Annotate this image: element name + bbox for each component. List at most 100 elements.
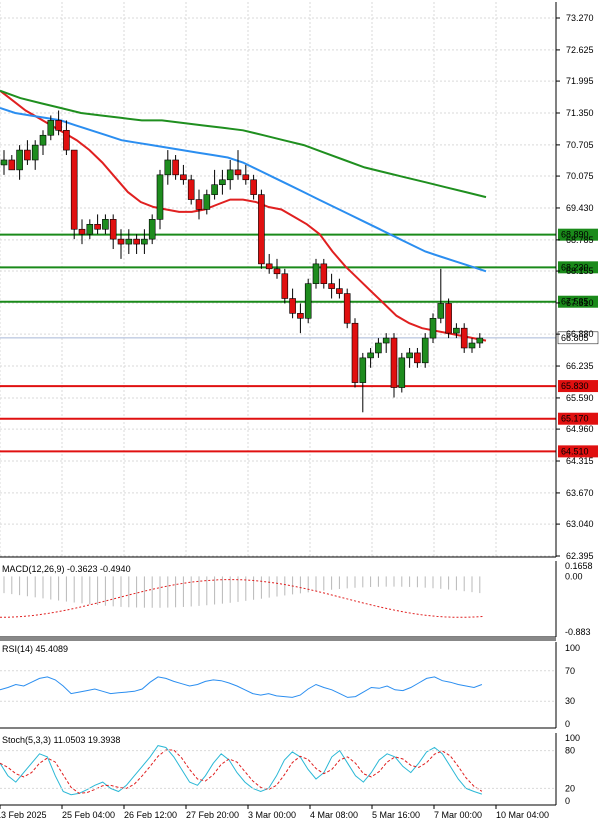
- macd-signal-line: [0, 579, 484, 618]
- candle-body: [102, 219, 109, 230]
- candle-body: [320, 263, 328, 284]
- time-tick-label: 10 Mar 04:00: [496, 810, 549, 820]
- candle-body: [476, 337, 484, 344]
- rsi-tick-label: 70: [565, 666, 575, 676]
- stoch-tick-label: 0: [565, 796, 570, 806]
- candle-body: [289, 298, 296, 314]
- candle-body: [141, 238, 148, 245]
- candle-body: [109, 219, 117, 240]
- level-tag-label: 68.230: [561, 262, 589, 272]
- candle-body: [453, 327, 460, 334]
- level-tag-label: 65.170: [561, 414, 589, 424]
- candle-body: [125, 238, 133, 245]
- price-tick-label: 63.670: [566, 488, 594, 498]
- candle-body: [336, 288, 343, 294]
- price-tick-label: 63.040: [566, 519, 594, 529]
- price-tick-label: 71.995: [566, 76, 594, 86]
- candlesticks: [0, 110, 484, 413]
- candle-body: [187, 179, 195, 200]
- moving-averages: [0, 89, 487, 342]
- price-tick-label: 66.880: [566, 329, 594, 339]
- candle-body: [390, 337, 398, 388]
- price-tick-label: 68.155: [566, 266, 594, 276]
- rsi-tick-label: 30: [565, 696, 575, 706]
- price-tick-label: 62.395: [566, 551, 594, 561]
- candle-body: [343, 293, 351, 324]
- macd-tick-label: -0.883: [565, 627, 591, 637]
- candle-body: [437, 303, 445, 319]
- macd-panel: MACD(12,26,9) -0.3623 -0.4940 0.16580.00…: [0, 561, 593, 637]
- candle-body: [258, 194, 265, 265]
- candle-body: [414, 352, 421, 364]
- horizontal-levels: 68.890 68.230 67.535 65.830 65.170 64.510 66.8…: [0, 228, 599, 458]
- candle-body: [421, 337, 429, 364]
- time-tick-label: 7 Mar 00:00: [434, 810, 482, 820]
- stoch-axis: 100 80 20 0: [0, 733, 580, 806]
- candle-body: [273, 268, 281, 275]
- candle-body: [148, 219, 156, 240]
- candle-body: [328, 283, 335, 289]
- price-tick-label: 64.315: [566, 456, 594, 466]
- candle-body: [16, 149, 23, 171]
- candle-body: [156, 174, 164, 220]
- stoch-panel: Stoch(5,3,3) 11.0503 19.3938 100 80 20 0: [0, 733, 580, 806]
- candle-body: [226, 169, 234, 181]
- time-tick-label: 3 Mar 00:00: [248, 810, 296, 820]
- candle-body: [203, 194, 211, 210]
- candle-body: [164, 159, 172, 176]
- price-tick-label: 68.785: [566, 235, 594, 245]
- macd-tick-label: 0.1658: [565, 561, 593, 571]
- time-tick-label: 26 Feb 12:00: [124, 810, 177, 820]
- macd-histogram: [3, 576, 481, 608]
- macd-label: MACD(12,26,9) -0.3623 -0.4940: [2, 564, 131, 574]
- price-tick-label: 64.960: [566, 424, 594, 434]
- level-tag-label: 67.535: [561, 297, 589, 307]
- macd-tick-label: 0.00: [565, 571, 583, 581]
- candle-body: [406, 352, 413, 359]
- price-tick-label: 66.235: [566, 361, 594, 371]
- stoch-tick-label: 20: [565, 783, 575, 793]
- rsi-tick-label: 0: [565, 719, 570, 729]
- price-tick-label: 70.705: [566, 140, 594, 150]
- candle-body: [429, 317, 437, 339]
- price-axis: 73.270 72.625 71.995 71.350 70.705 70.075 69.4…: [556, 13, 594, 561]
- candle-body: [55, 120, 62, 131]
- candle-body: [250, 179, 257, 195]
- price-tick-label: 72.625: [566, 45, 594, 55]
- moving-average-line: [0, 107, 487, 273]
- candle-body: [0, 159, 8, 166]
- candle-body: [47, 120, 55, 136]
- time-tick-label: 13 Feb 2025: [0, 810, 47, 820]
- rsi-tick-label: 100: [565, 643, 580, 653]
- rsi-line: [0, 676, 483, 698]
- moving-average-line: [0, 89, 487, 199]
- candle-body: [219, 179, 226, 186]
- candle-body: [281, 273, 289, 299]
- stoch-main-line: [0, 745, 483, 796]
- time-tick-label: 5 Mar 16:00: [372, 810, 420, 820]
- current-price-tag: [557, 331, 599, 345]
- candle-body: [172, 159, 179, 176]
- level-tag: [558, 228, 598, 241]
- price-tick-label: 73.270: [566, 13, 594, 23]
- candle-body: [31, 144, 39, 161]
- rsi-axis: 100 70 30 0: [0, 643, 580, 729]
- candle-body: [375, 342, 382, 354]
- price-tick-label: 71.350: [566, 108, 594, 118]
- candle-body: [265, 263, 273, 270]
- candle-body: [86, 223, 94, 235]
- price-tick-label: 67.510: [566, 298, 594, 308]
- candle-body: [351, 322, 359, 383]
- time-axis: 13 Feb 2025 25 Feb 04:00 26 Feb 12:00 27 Fe…: [0, 805, 549, 820]
- rsi-label: RSI(14) 45.4089: [2, 644, 68, 654]
- level-tag: [558, 445, 598, 458]
- stoch-label: Stoch(5,3,3) 11.0503 19.3938: [2, 735, 120, 745]
- candle-body: [234, 169, 242, 176]
- candle-body: [39, 134, 47, 146]
- candle-body: [382, 337, 390, 344]
- candle-body: [78, 228, 86, 235]
- current-price-label: 66.805: [561, 333, 589, 343]
- candle-body: [367, 352, 374, 359]
